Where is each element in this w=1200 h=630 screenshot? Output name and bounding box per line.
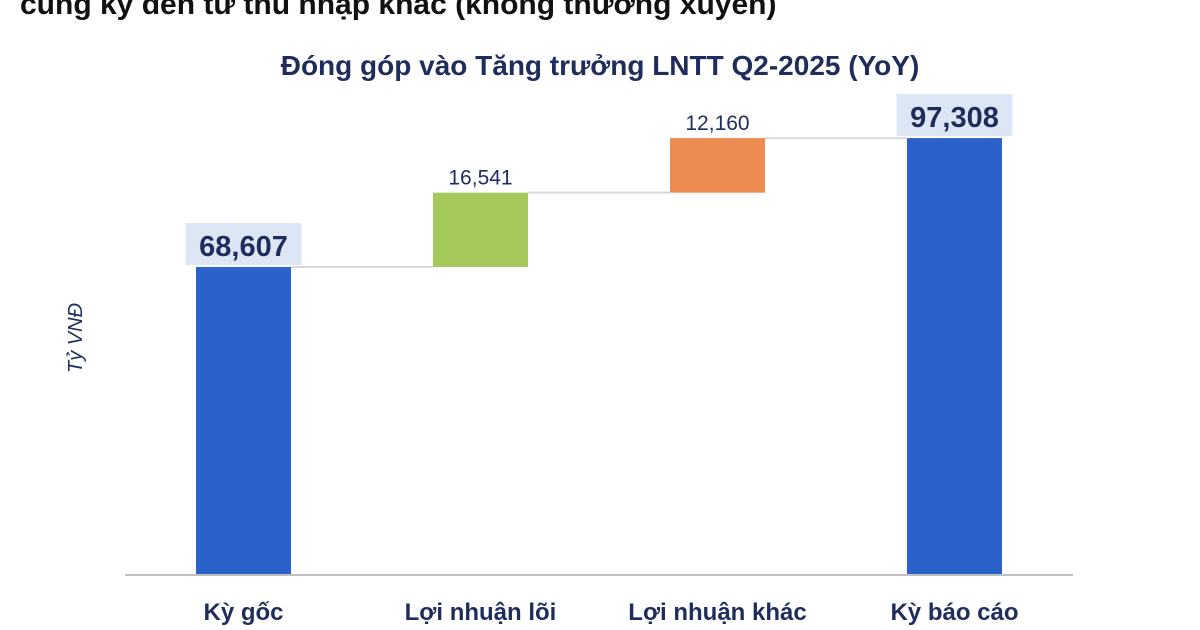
bars-group [196,138,1002,575]
x-tick-ky-bao-cao: Kỳ báo cáo [890,599,1018,626]
data-label-ky-goc: 68,607 [199,231,288,263]
data-label-ky-bao-cao: 97,308 [910,102,999,134]
data-label-highlight [896,94,1013,137]
data-label-loi-nhuan-khac: 12,160 [685,112,749,135]
x-tick-loi-nhuan-khac: Lợi nhuận khác [628,599,806,626]
x-tick-labels-group: Kỳ gốc Lợi nhuận lõi Lợi nhuận khác Kỳ báo … [203,599,1018,626]
connector-lines [291,137,907,268]
x-tick-ky-goc: Kỳ gốc [203,599,283,626]
data-label-loi-nhuan-loi: 16,541 [448,167,512,190]
heading-fragment: cùng kỳ đến từ thu nhập khác (không thườ… [20,0,777,21]
x-tick-loi-nhuan-loi: Lợi nhuận lõi [405,599,557,626]
bar-ky-goc [196,266,291,575]
data-label-highlight [185,222,302,265]
chart-title: Đóng góp vào Tăng trưởng LNTT Q2-2025 (Y… [280,50,920,81]
bar-loi-nhuan-khac [670,138,765,193]
bar-loi-nhuan-loi [433,192,528,267]
y-axis-label: Tỷ VNĐ [65,303,87,373]
data-labels-group: 68,607 16,541 12,160 97,308 [185,94,1013,265]
bar-ky-bao-cao [907,138,1002,575]
